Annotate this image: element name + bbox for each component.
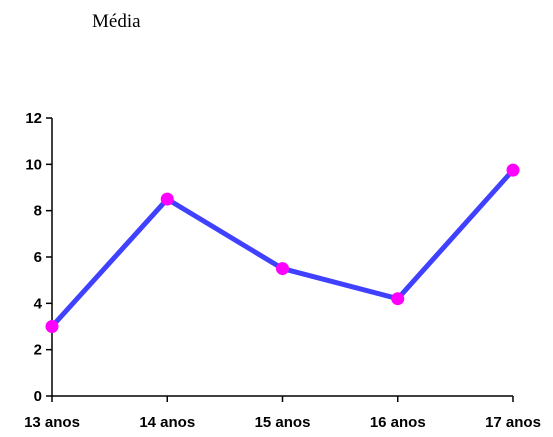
x-tick-label: 15 anos xyxy=(255,414,311,431)
x-axis: 13 anos 14 anos 15 anos 16 anos 17 anos xyxy=(24,395,541,431)
x-tick-label: 16 anos xyxy=(370,414,426,431)
x-tick-label: 13 anos xyxy=(24,414,80,431)
y-tick-label: 10 xyxy=(25,156,42,173)
y-tick-label: 4 xyxy=(34,295,43,312)
x-tick-label: 17 anos xyxy=(485,414,541,431)
y-tick-label: 12 xyxy=(25,110,42,127)
y-axis: 0 2 4 6 8 10 12 xyxy=(25,110,53,405)
data-point xyxy=(45,320,59,333)
y-tick-label: 6 xyxy=(34,249,42,266)
y-tick-label: 8 xyxy=(34,203,42,220)
data-point xyxy=(391,292,405,306)
y-tick-label: 2 xyxy=(34,342,42,359)
data-point xyxy=(506,163,520,177)
series-line xyxy=(49,167,516,329)
data-point xyxy=(276,262,289,276)
data-point xyxy=(160,192,174,206)
series-group xyxy=(45,163,520,333)
x-tick-label: 14 anos xyxy=(139,414,195,431)
y-tick-label: 0 xyxy=(34,388,42,405)
chart-title: Média xyxy=(92,11,141,32)
